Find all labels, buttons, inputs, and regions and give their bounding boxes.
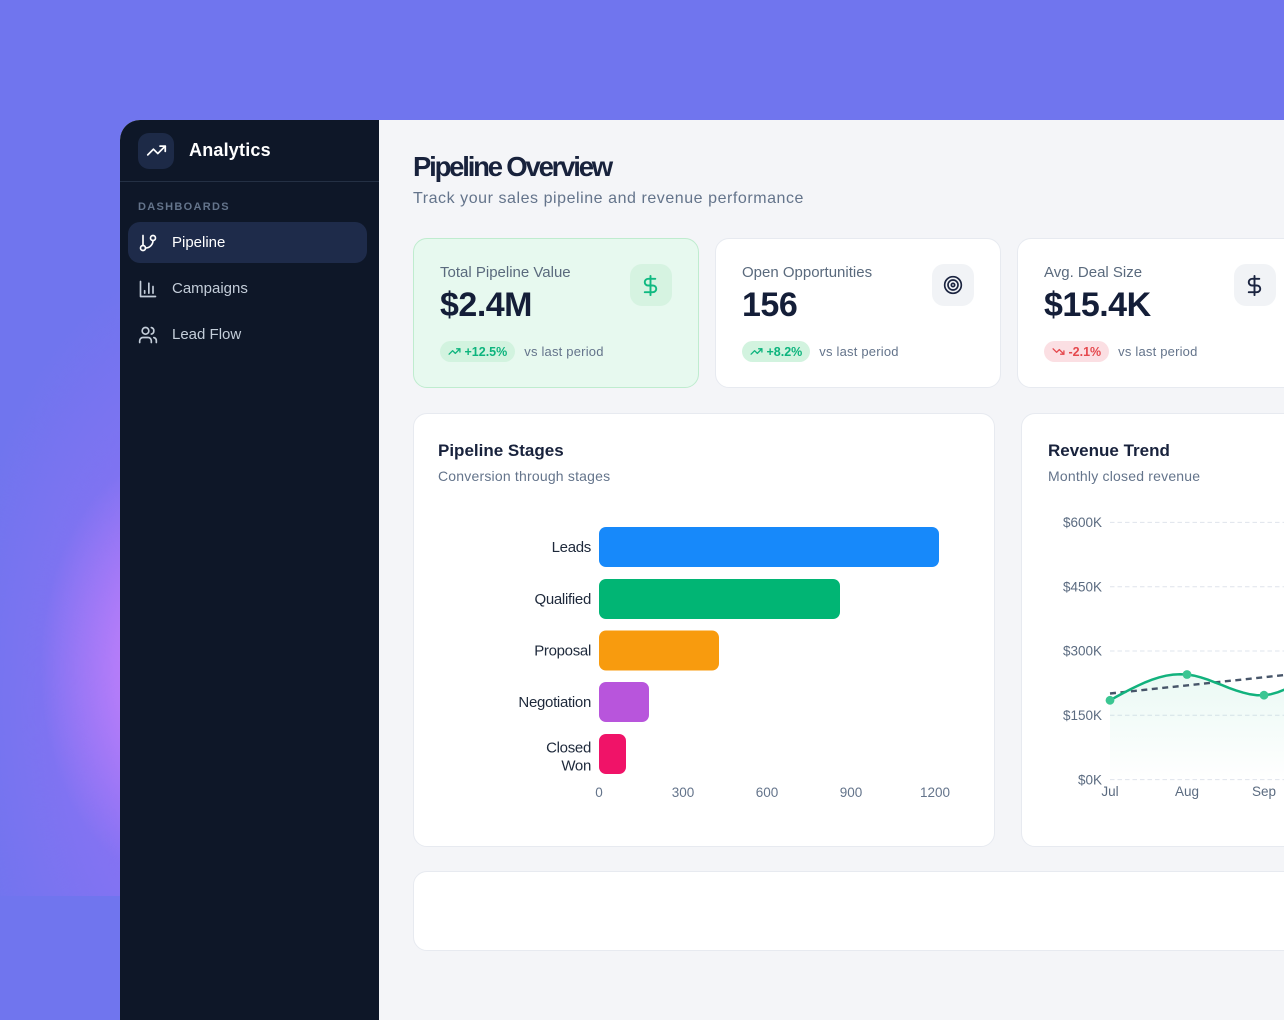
svg-text:Qualified: Qualified	[534, 591, 591, 608]
svg-text:Negotiation: Negotiation	[518, 694, 591, 711]
svg-text:$300K: $300K	[1063, 644, 1102, 659]
svg-text:Aug: Aug	[1175, 784, 1199, 799]
svg-text:900: 900	[840, 785, 863, 800]
svg-text:Won: Won	[561, 758, 591, 775]
svg-text:Sep: Sep	[1252, 784, 1276, 799]
svg-text:$0K: $0K	[1078, 772, 1102, 787]
svg-text:$150K: $150K	[1063, 708, 1102, 723]
svg-text:Leads: Leads	[552, 539, 591, 556]
svg-text:Jul: Jul	[1101, 784, 1118, 799]
svg-text:600: 600	[756, 785, 779, 800]
svg-text:Closed: Closed	[546, 740, 591, 757]
svg-text:1200: 1200	[920, 785, 950, 800]
svg-text:300: 300	[672, 785, 695, 800]
svg-text:$600K: $600K	[1063, 515, 1102, 530]
svg-text:Proposal: Proposal	[534, 643, 591, 660]
svg-text:0: 0	[595, 785, 603, 800]
svg-text:$450K: $450K	[1063, 579, 1102, 594]
